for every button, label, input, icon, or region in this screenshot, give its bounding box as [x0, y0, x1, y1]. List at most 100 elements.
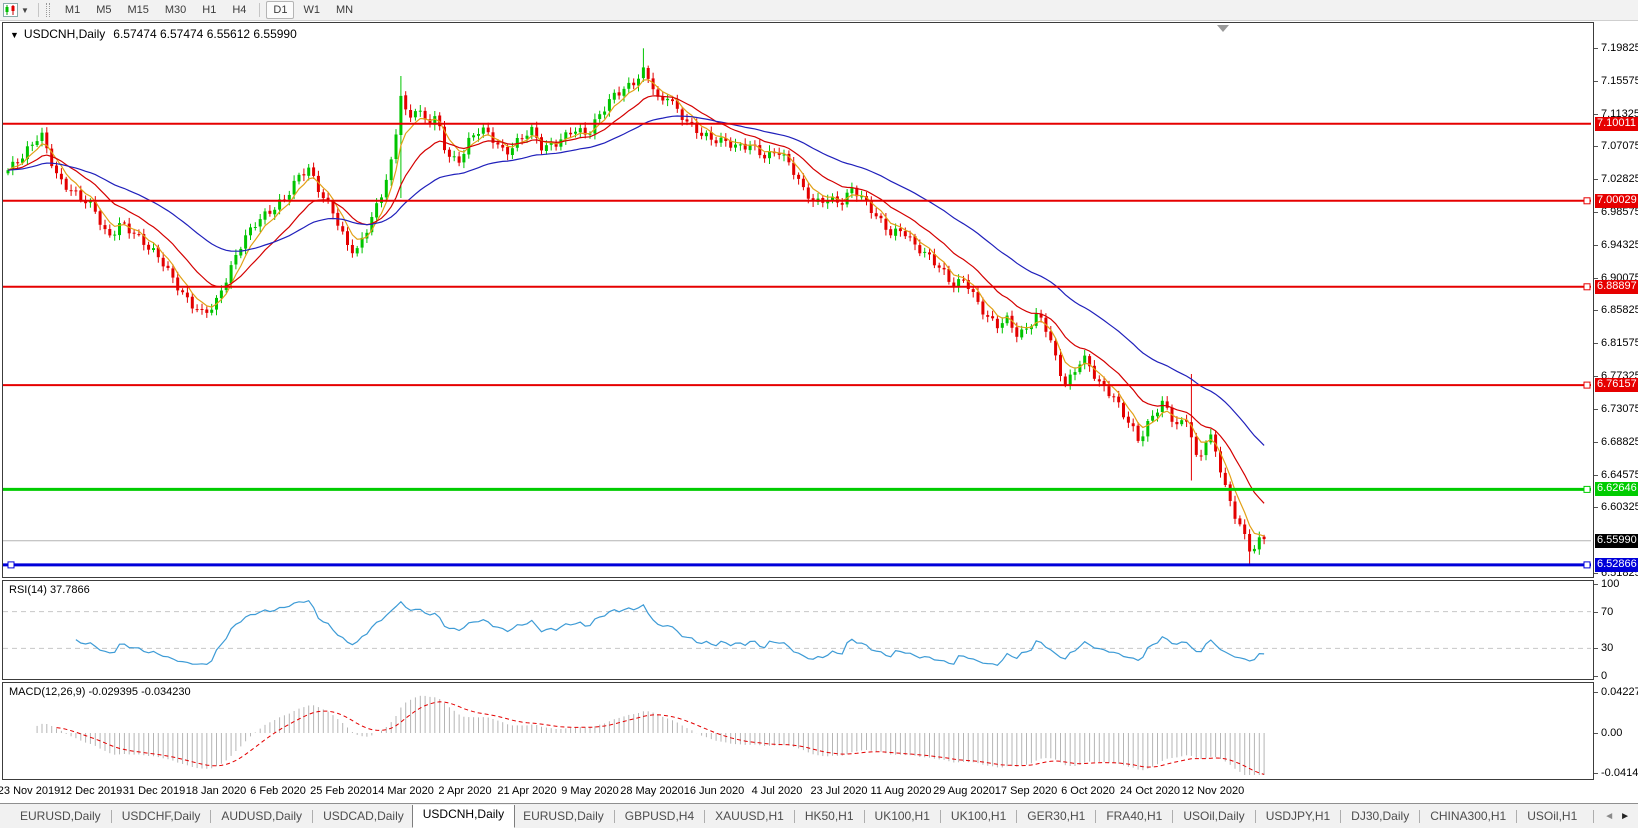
chart-tab-15-dj30-daily[interactable]: DJ30,Daily [1351, 809, 1410, 823]
chart-tab-0-eurusd-daily[interactable]: EURUSD,Daily [20, 809, 101, 823]
hline-price-badge: 7.00029 [1595, 194, 1638, 208]
price-chart-canvas[interactable] [3, 23, 1591, 575]
price-tick-label: 6.98575 [1601, 206, 1638, 218]
rsi-axis-tick [1594, 676, 1598, 677]
chart-tab-11-ger30-h1[interactable]: GER30,H1 [1027, 809, 1086, 823]
time-tick-label: 17 Sep 2020 [994, 785, 1058, 797]
price-tick-label: 6.81575 [1601, 337, 1638, 349]
chart-tab-9-uk100-h1[interactable]: UK100,H1 [874, 809, 930, 823]
chart-tab-7-xauusd-h1[interactable]: XAUUSD,H1 [715, 809, 784, 823]
horizontal-line-7.00029[interactable] [3, 197, 1591, 205]
horizontal-line-6.88897[interactable] [3, 283, 1591, 291]
hline-price-badge: 7.10011 [1595, 117, 1638, 131]
chart-shift-marker-icon[interactable] [1217, 25, 1229, 32]
arrow-left-icon[interactable]: ◄ [1604, 810, 1615, 822]
time-tick-label: 2 Apr 2020 [438, 785, 492, 797]
chart-tab-13-usoil-daily[interactable]: USOil,Daily [1183, 809, 1245, 823]
caret-down-icon[interactable]: ▼ [21, 5, 29, 15]
horizontal-line-6.52866[interactable] [3, 561, 1591, 569]
time-tick-label: 16 Jun 2020 [683, 785, 745, 797]
timeframe-button-m30[interactable]: M30 [164, 4, 187, 16]
time-tick-label: 6 Feb 2020 [250, 785, 306, 797]
tab-separator [1516, 809, 1518, 823]
chart-tab-10-uk100-h1[interactable]: UK100,H1 [950, 809, 1007, 823]
macd-tick-label: -0.04148 [1601, 767, 1638, 779]
horizontal-line-6.62646[interactable] [3, 485, 1591, 493]
price-chart-panel[interactable]: ▼ USDCNH,Daily 6.57474 6.57474 6.55612 6.5… [2, 22, 1594, 578]
timeframe-button-h1[interactable]: H1 [202, 4, 217, 16]
price-tick-label: 7.19825 [1601, 42, 1638, 54]
chart-tab-14-usdjpy-h1[interactable]: USDJPY,H1 [1265, 809, 1331, 823]
time-tick-label: 23 Nov 2019 [0, 785, 61, 797]
horizontal-line-6.76157[interactable] [3, 381, 1591, 389]
time-tick-label: 12 Dec 2019 [59, 785, 123, 797]
time-axis[interactable]: 23 Nov 2019 12 Dec 2019 31 Dec 2019 18 Jan … [0, 782, 1594, 800]
tab-separator [793, 809, 795, 823]
arrow-right-icon[interactable]: ► [1620, 810, 1630, 822]
timeframe-button-m5[interactable]: M5 [96, 4, 112, 16]
chart-tab-2-audusd-daily[interactable]: AUDUSD,Daily [221, 809, 303, 823]
rsi-panel[interactable]: RSI(14) 37.7866 [2, 580, 1594, 680]
collapse-arrow-icon[interactable]: ▼ [10, 30, 19, 40]
price-tick-label: 6.90075 [1601, 272, 1638, 284]
macd-panel[interactable]: MACD(12,26,9) -0.029395 -0.034230 [2, 682, 1594, 780]
time-tick-label: 25 Feb 2020 [310, 785, 372, 797]
price-axis-tick [1594, 212, 1598, 213]
tab-separator [613, 809, 615, 823]
toolbar-separator [259, 3, 261, 17]
price-axis-tick [1594, 81, 1598, 82]
timeframe-button-m15[interactable]: M15 [127, 4, 149, 16]
timeframe-button-mn[interactable]: MN [335, 4, 354, 16]
chart-tab-1-usdchf-daily[interactable]: USDCHF,Daily [121, 809, 201, 823]
timeframe-button-h4[interactable]: H4 [232, 4, 247, 16]
chart-tab-3-usdcad-daily[interactable]: USDCAD,Daily [323, 809, 404, 823]
time-tick-label: 11 Aug 2020 [870, 785, 932, 797]
macd-axis-tick [1594, 692, 1598, 693]
candlesticks [6, 48, 1266, 565]
time-tick-label: 28 May 2020 [620, 785, 684, 797]
price-tick-label: 6.85825 [1601, 304, 1638, 316]
price-axis-tick [1594, 114, 1598, 115]
chart-tab-4-usdcnh-daily[interactable]: USDCNH,Daily [411, 804, 516, 828]
macd-axis-tick [1594, 773, 1598, 774]
rsi-canvas[interactable] [3, 581, 1591, 677]
chart-tab-5-eurusd-daily[interactable]: EURUSD,Daily [523, 809, 604, 823]
timeframe-buttons: M1 M5 M15 M30 H1 H4 D1 W1 MN [57, 1, 361, 19]
price-tick-label: 6.60325 [1601, 501, 1638, 513]
rsi-tick-label: 70 [1601, 606, 1614, 618]
rsi-tick-label: 100 [1601, 578, 1620, 590]
hline-price-badge: 6.88897 [1595, 280, 1638, 294]
chart-symbol-label: USDCNH,Daily [23, 27, 106, 41]
macd-tick-label: 0.042275 [1601, 686, 1638, 698]
toolbar-separator [37, 3, 39, 17]
chart-tab-8-hk50-h1[interactable]: HK50,H1 [804, 809, 854, 823]
rsi-line [75, 599, 1265, 666]
macd-canvas[interactable] [3, 683, 1591, 777]
timeframe-button-m1[interactable]: M1 [64, 4, 81, 16]
chart-tab-6-gbpusd-h4[interactable]: GBPUSD,H4 [624, 809, 695, 823]
time-tick-label: 4 Jul 2020 [751, 785, 803, 797]
tab-separator [1419, 809, 1421, 823]
price-axis-tick [1594, 376, 1598, 377]
tab-scroll-controls: ◄ ► [1596, 811, 1638, 822]
price-tick-label: 6.51825 [1601, 567, 1638, 579]
toolbar-grip[interactable] [45, 3, 50, 17]
candlestick-chart-icon[interactable] [3, 3, 18, 17]
macd-values: -0.029395 -0.034230 [88, 686, 191, 698]
price-tick-label: 6.68825 [1601, 436, 1638, 448]
hline-price-badge: 6.62646 [1595, 482, 1638, 496]
timeframe-button-d1[interactable]: D1 [266, 1, 295, 19]
chart-tabs: EURUSD,Daily USDCHF,Daily AUDUSD,Daily USDC… [0, 804, 1591, 828]
chart-tab-16-china300-h1[interactable]: CHINA300,H1 [1430, 809, 1507, 823]
tab-separator [1340, 809, 1342, 823]
time-tick-label: 23 Jul 2020 [810, 785, 868, 797]
timeframe-button-w1[interactable]: W1 [303, 4, 320, 16]
price-tick-label: 6.94325 [1601, 239, 1638, 251]
chart-tab-17-usoil-h1[interactable]: USOil,H1 [1527, 809, 1578, 823]
time-tick-label: 31 Dec 2019 [122, 785, 186, 797]
price-tick-label: 7.07075 [1601, 140, 1638, 152]
time-tick-label: 9 May 2020 [561, 785, 619, 797]
chart-tab-12-fra40-h1[interactable]: FRA40,H1 [1106, 809, 1163, 823]
tab-separator [939, 809, 941, 823]
